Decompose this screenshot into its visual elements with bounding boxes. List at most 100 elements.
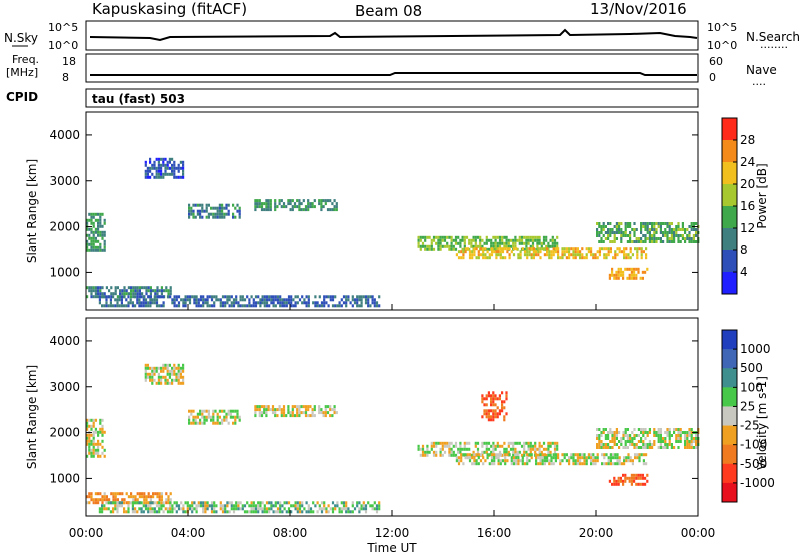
data-cell <box>338 301 341 305</box>
data-cell <box>484 247 487 251</box>
data-cell <box>232 298 236 302</box>
data-cell <box>604 434 607 437</box>
data-cell <box>531 444 535 448</box>
data-cell <box>166 369 169 373</box>
data-cell <box>252 504 255 508</box>
data-cell <box>494 409 497 413</box>
data-cell <box>146 175 149 179</box>
data-cell <box>167 292 170 296</box>
data-cell <box>615 270 618 274</box>
data-cell <box>263 408 266 412</box>
data-cell <box>110 286 113 290</box>
data-cell <box>265 205 268 209</box>
data-cell <box>576 253 579 257</box>
data-cell <box>653 240 656 243</box>
data-cell <box>460 453 463 457</box>
data-cell <box>160 507 163 511</box>
data-cell <box>613 431 616 434</box>
data-cell <box>118 304 121 308</box>
data-cell <box>316 304 319 308</box>
data-cell <box>88 448 91 452</box>
data-cell <box>145 501 148 505</box>
data-cell <box>623 462 626 466</box>
data-cell <box>512 447 515 451</box>
data-cell <box>637 446 640 449</box>
data-cell <box>103 248 106 252</box>
data-cell <box>291 208 294 212</box>
data-cell <box>630 267 633 271</box>
data-cell <box>583 456 586 460</box>
colorbar-tick-label: 100 <box>740 380 763 394</box>
data-cell <box>311 414 314 418</box>
data-cell <box>318 295 321 299</box>
data-cell <box>474 238 477 242</box>
data-cell <box>479 253 483 257</box>
data-cell <box>265 507 269 511</box>
data-cell <box>428 235 431 239</box>
data-cell <box>136 510 139 514</box>
data-cell <box>99 454 102 458</box>
data-cell <box>526 462 529 466</box>
data-cell <box>243 504 247 508</box>
data-cell <box>635 482 638 486</box>
data-cell <box>574 459 577 463</box>
data-cell <box>426 247 429 251</box>
data-cell <box>549 238 552 242</box>
data-cell <box>324 414 327 418</box>
data-cell <box>218 409 221 413</box>
data-cell <box>103 292 106 296</box>
data-cell <box>517 459 520 463</box>
data-cell <box>559 256 562 260</box>
data-cell <box>152 492 155 496</box>
data-cell <box>101 451 104 455</box>
data-cell <box>101 224 104 228</box>
data-cell <box>149 286 152 290</box>
data-cell <box>190 206 193 210</box>
data-cell <box>367 301 370 305</box>
data-cell <box>375 510 379 514</box>
data-cell <box>653 225 656 228</box>
data-cell <box>622 273 625 277</box>
data-cell <box>88 236 91 240</box>
data-cell <box>527 444 530 448</box>
data-cell <box>627 453 630 457</box>
data-cell <box>345 301 348 305</box>
data-cell <box>640 256 643 260</box>
data-cell <box>182 166 185 170</box>
data-cell <box>646 225 649 228</box>
data-cell <box>505 238 508 242</box>
nsky-panel <box>85 20 699 51</box>
data-cell <box>592 253 595 257</box>
data-cell <box>646 479 649 483</box>
data-cell <box>254 414 257 418</box>
data-cell <box>417 238 420 242</box>
data-cell <box>545 453 548 457</box>
data-cell <box>146 366 149 370</box>
data-cell <box>151 378 154 382</box>
data-cell <box>653 228 656 231</box>
data-cell <box>105 298 108 302</box>
data-cell <box>204 510 207 514</box>
data-cell <box>419 447 422 451</box>
data-cell <box>510 459 513 463</box>
data-cell <box>625 256 628 260</box>
data-cell <box>226 504 229 508</box>
data-cell <box>221 304 225 308</box>
data-cell <box>279 507 282 511</box>
data-cell <box>609 453 612 457</box>
data-cell <box>156 501 159 505</box>
data-cell <box>260 208 264 212</box>
data-cell <box>267 408 270 412</box>
data-cell <box>550 250 553 254</box>
data-cell <box>618 431 621 434</box>
data-cell <box>314 301 317 305</box>
data-cell <box>203 415 206 419</box>
data-cell <box>616 453 619 457</box>
data-cell <box>493 453 496 457</box>
data-cell <box>681 431 684 434</box>
colorbar-tick-label: -1000 <box>740 476 775 490</box>
data-cell <box>668 231 671 234</box>
data-cell <box>618 222 621 225</box>
data-cell <box>125 492 128 496</box>
data-cell <box>548 462 551 466</box>
